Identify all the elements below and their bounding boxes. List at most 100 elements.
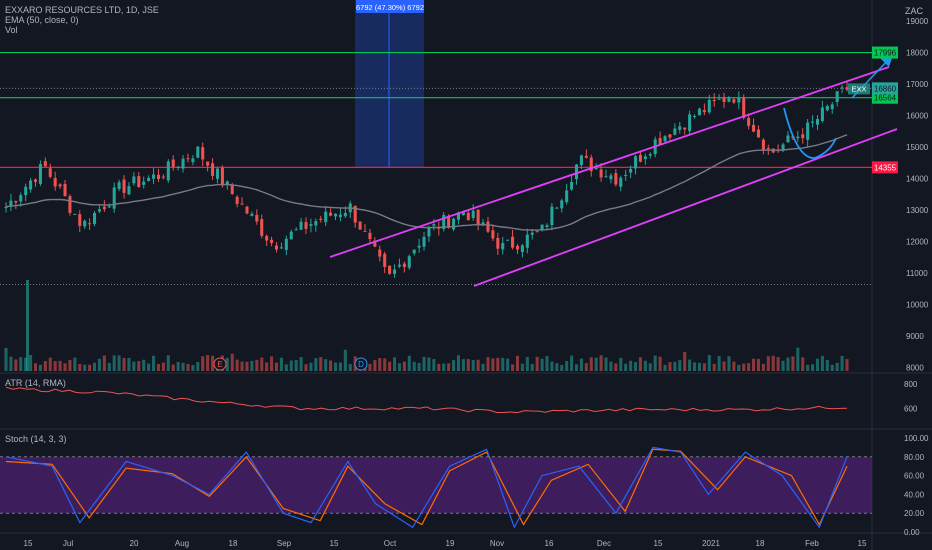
- volume-bar: [245, 361, 249, 371]
- candle: [668, 134, 672, 138]
- stoch-legend[interactable]: Stoch (14, 3, 3): [5, 434, 67, 444]
- volume-bar: [471, 359, 475, 371]
- volume-bar: [397, 363, 401, 371]
- volume-bar: [737, 364, 741, 371]
- event-marker-label: E: [217, 360, 222, 369]
- price-tick-label: 18000: [906, 48, 929, 57]
- candle: [688, 114, 692, 132]
- candle: [19, 195, 23, 202]
- symbol-title[interactable]: EXXARO RESOURCES LTD, 1D, JSE: [5, 5, 159, 15]
- stoch-band: [0, 456, 872, 514]
- volume-bar: [501, 357, 505, 371]
- candle: [604, 176, 608, 178]
- candle: [461, 211, 465, 216]
- volume-bar: [609, 361, 613, 371]
- volume-bar: [235, 359, 239, 371]
- candle: [491, 230, 495, 239]
- volume-bar: [373, 360, 377, 371]
- stoch-tick-label: 20.00: [904, 509, 925, 518]
- volume-bar: [24, 357, 28, 371]
- time-tick-label: 15: [330, 539, 339, 548]
- volume-bar: [515, 355, 520, 371]
- price-tick-label: 8000: [906, 364, 924, 373]
- red-level-axis-tag: [872, 161, 898, 174]
- atr-legend[interactable]: ATR (14, RMA): [5, 378, 66, 388]
- candle: [191, 158, 195, 163]
- time-tick-label: Feb: [805, 539, 819, 548]
- candle: [235, 196, 239, 204]
- candle: [594, 168, 598, 170]
- candle: [845, 87, 849, 90]
- volume-bar: [840, 355, 844, 371]
- volume-bar: [820, 355, 824, 371]
- volume-bar: [289, 360, 293, 371]
- candle: [560, 200, 564, 209]
- volume-bar: [93, 362, 97, 371]
- candle: [742, 98, 746, 118]
- price-tick-label: 12000: [906, 238, 929, 247]
- candle: [289, 231, 293, 240]
- volume-bar: [88, 364, 92, 371]
- volume-bar: [786, 357, 790, 371]
- candle: [260, 219, 264, 236]
- volume-bar: [240, 361, 244, 371]
- volume-bar: [491, 358, 495, 371]
- candle: [215, 168, 220, 179]
- candle: [722, 97, 726, 102]
- volume-bar: [117, 355, 121, 371]
- candle: [368, 232, 372, 240]
- volume-bar: [452, 360, 456, 371]
- candle: [304, 222, 308, 229]
- volume-bar: [594, 357, 598, 371]
- candle: [14, 201, 18, 203]
- candle: [353, 205, 357, 223]
- volume-bar: [333, 362, 338, 371]
- candle: [422, 236, 426, 247]
- candle: [643, 156, 647, 160]
- volume-bar: [466, 358, 470, 371]
- candle: [388, 265, 392, 274]
- candle: [530, 232, 534, 235]
- volume-bar: [717, 356, 721, 371]
- candle: [811, 121, 815, 123]
- volume-bar: [407, 355, 411, 371]
- candle: [732, 99, 736, 103]
- volume-bar: [550, 361, 554, 371]
- volume-bar: [658, 356, 662, 371]
- volume-bar: [815, 358, 820, 371]
- candle: [402, 263, 406, 268]
- candle: [53, 178, 57, 187]
- volume-bar: [835, 362, 839, 371]
- candle: [452, 218, 456, 230]
- candle: [102, 206, 106, 210]
- candle: [717, 98, 721, 100]
- volume-bar: [752, 358, 756, 371]
- volume-bar: [540, 358, 544, 371]
- volume-bar: [4, 347, 8, 371]
- time-tick-label: 18: [229, 539, 238, 548]
- candle: [619, 177, 623, 187]
- candle: [329, 212, 333, 216]
- volume-bar: [186, 364, 190, 371]
- candle: [496, 237, 500, 249]
- candle: [712, 100, 716, 102]
- candle: [181, 158, 185, 169]
- channel-upper: [329, 66, 890, 258]
- candle: [373, 240, 377, 247]
- atr-line: [5, 386, 848, 414]
- candle: [314, 221, 318, 226]
- volume-bar: [68, 359, 72, 371]
- vol-legend[interactable]: Vol: [5, 25, 18, 35]
- volume-bar: [255, 359, 259, 371]
- stoch-tick-label: 60.00: [904, 472, 925, 481]
- candle: [579, 155, 583, 166]
- candle: [761, 139, 765, 150]
- volume-bar: [742, 363, 746, 371]
- volume-bar: [432, 359, 436, 371]
- ema-legend[interactable]: EMA (50, close, 0): [5, 15, 79, 25]
- candle: [68, 196, 72, 213]
- volume-bar: [643, 360, 647, 371]
- volume-bar: [19, 357, 23, 371]
- volume-bar: [811, 364, 815, 371]
